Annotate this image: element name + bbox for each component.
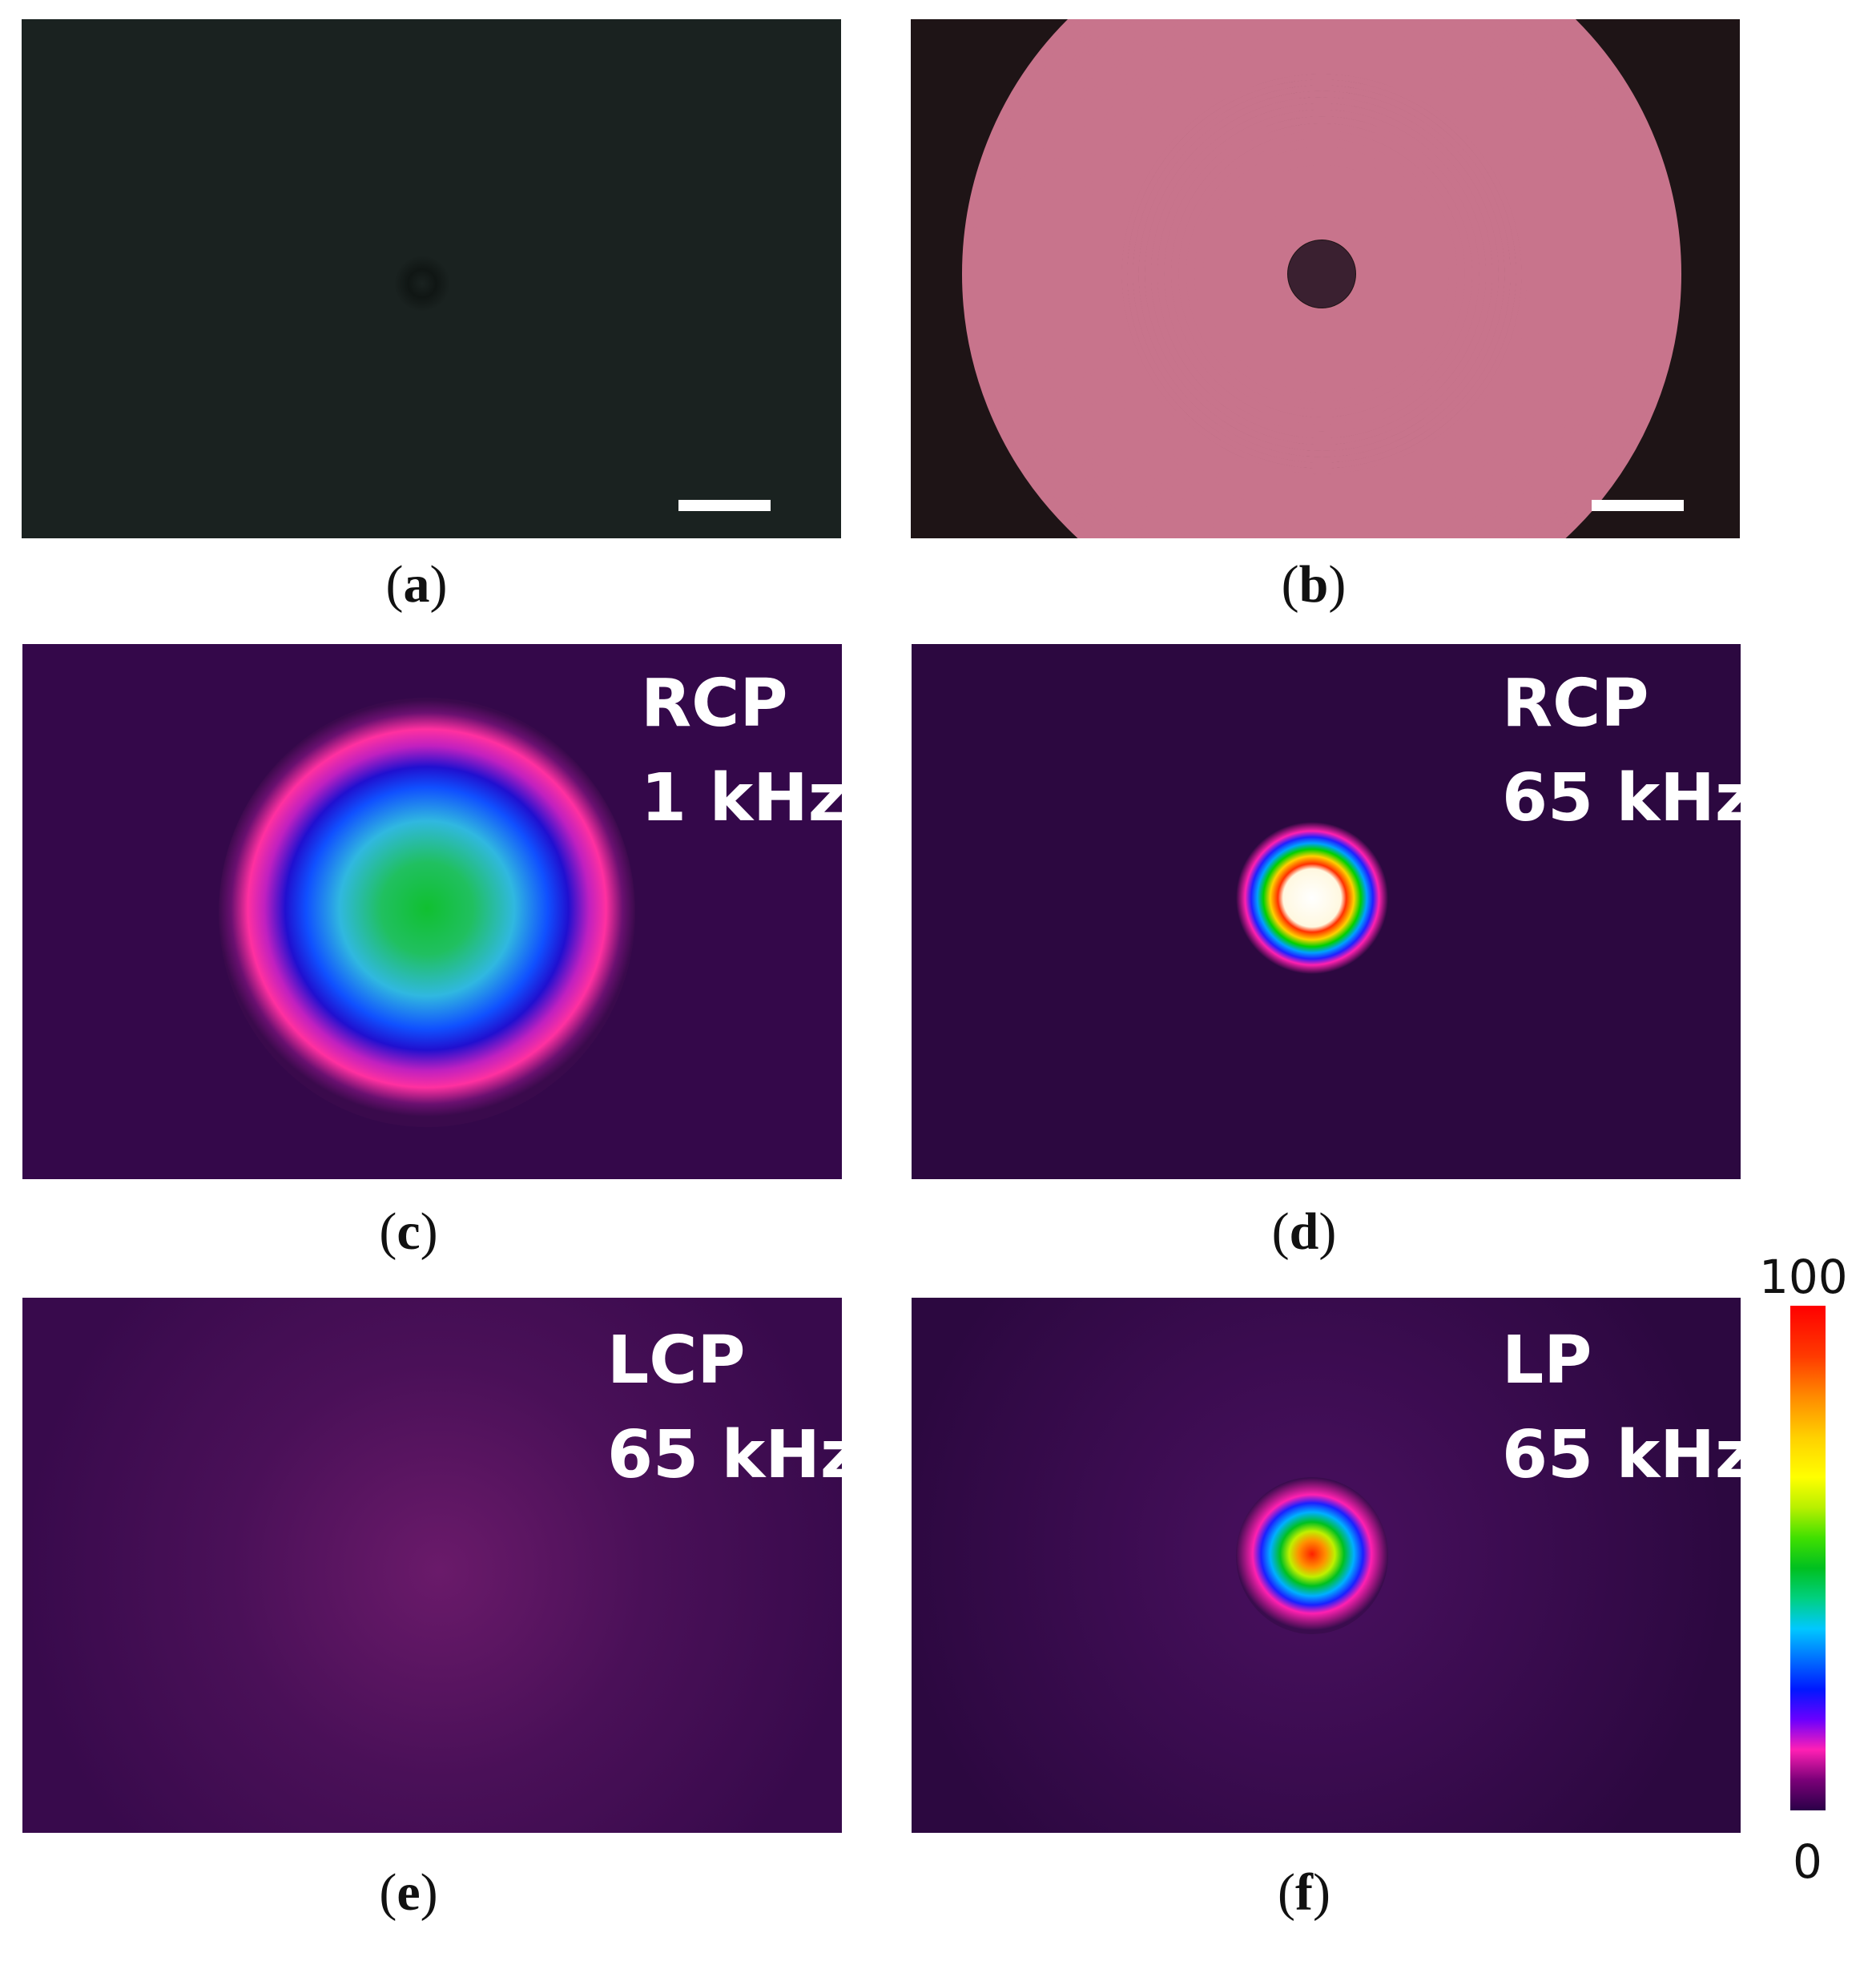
- panel-c-label: RCP 1 kHz: [641, 666, 847, 836]
- caption-d: (d): [1271, 1202, 1337, 1261]
- ring: [1036, 19, 1608, 538]
- ring: [1052, 19, 1592, 538]
- ring: [1029, 19, 1615, 538]
- panel-e-label: LCP 65 kHz: [607, 1323, 859, 1493]
- ring: [1186, 138, 1458, 410]
- ring: [974, 19, 1669, 538]
- ring: [1025, 19, 1619, 538]
- ring: [996, 19, 1647, 538]
- ring: [1040, 19, 1604, 538]
- ring: [1212, 164, 1431, 384]
- ring: [1014, 19, 1629, 538]
- ring: [1178, 131, 1465, 417]
- colorbar-max-label: 100: [1759, 1250, 1848, 1304]
- scale-bar: [1592, 500, 1684, 511]
- panel-d-label: RCP 65 kHz: [1502, 666, 1753, 836]
- panel-e-image: [22, 1298, 842, 1833]
- ring: [1021, 19, 1622, 538]
- colorbar-min-label: 0: [1793, 1834, 1822, 1889]
- ring: [1133, 85, 1511, 463]
- caption-c: (c): [379, 1202, 438, 1261]
- ring: [964, 19, 1679, 538]
- ring: [1048, 19, 1596, 538]
- ring: [1222, 175, 1421, 373]
- ring: [1056, 19, 1588, 538]
- ring: [1086, 38, 1557, 509]
- caption-a: (a): [385, 555, 448, 614]
- ring: [1111, 63, 1532, 485]
- ring: [1081, 34, 1562, 514]
- colorbar: [1790, 1306, 1826, 1810]
- ring: [1116, 68, 1528, 480]
- panel-f-label: LP 65 kHz: [1502, 1323, 1753, 1493]
- ring: [1164, 116, 1479, 432]
- ring: [1004, 19, 1640, 538]
- ring: [1234, 186, 1410, 362]
- caption-e: (e): [379, 1863, 438, 1922]
- ring: [977, 19, 1666, 538]
- ring: [1007, 19, 1636, 538]
- ring: [1010, 19, 1633, 538]
- ring: [1073, 25, 1571, 523]
- ring: [1000, 19, 1644, 538]
- scale-bar: [678, 500, 771, 511]
- ring: [1127, 79, 1516, 469]
- panel-f-image: [912, 1298, 1741, 1833]
- ring: [1105, 58, 1538, 490]
- ring: [984, 19, 1660, 538]
- ring: [968, 19, 1676, 538]
- panel-a-image: [22, 19, 841, 538]
- ring: [971, 19, 1673, 538]
- ring: [1121, 74, 1522, 474]
- ring: [1247, 199, 1396, 348]
- ring: [987, 19, 1657, 538]
- ring: [1202, 155, 1441, 393]
- caption-b: (b): [1281, 555, 1347, 614]
- caption-f: (f): [1278, 1863, 1331, 1922]
- ring: [1157, 109, 1487, 439]
- panel-d-image: [912, 644, 1741, 1179]
- ring: [993, 19, 1650, 538]
- ring: [1150, 103, 1493, 445]
- ring: [1017, 19, 1626, 538]
- ring: [1144, 96, 1500, 452]
- ring: [1064, 19, 1580, 532]
- ring: [1101, 53, 1543, 495]
- ring: [1091, 43, 1552, 505]
- ring: [962, 19, 1681, 538]
- ring: [980, 19, 1663, 538]
- panel-b-image: [911, 19, 1740, 538]
- ring: [1170, 123, 1473, 425]
- panel-c-image: [22, 644, 842, 1179]
- ring: [1138, 91, 1505, 457]
- ring: [1044, 19, 1600, 538]
- ring: [1077, 30, 1566, 518]
- ring: [990, 19, 1653, 538]
- ring: [1263, 215, 1380, 332]
- ring: [1060, 19, 1584, 536]
- ring: [1096, 48, 1548, 500]
- ring: [1033, 19, 1611, 538]
- ring: [1194, 146, 1450, 402]
- ring: [1069, 21, 1575, 527]
